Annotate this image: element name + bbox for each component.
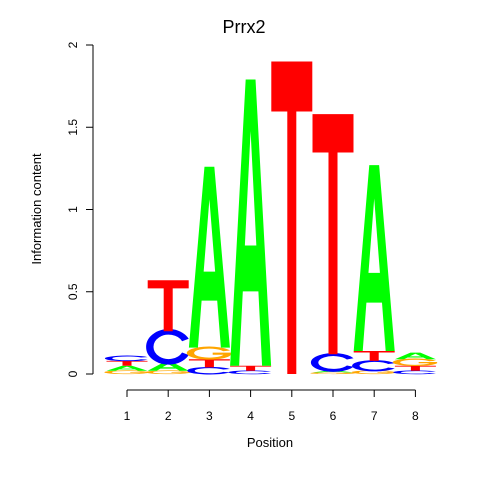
logo-letter-C <box>146 329 189 365</box>
x-tick-label: 7 <box>371 409 378 423</box>
logo-letter-A <box>188 166 230 348</box>
x-tick-label: 4 <box>247 409 254 423</box>
x-tick-label: 3 <box>206 409 213 423</box>
logo-letter-G <box>145 370 190 375</box>
logo-letter-T <box>271 61 313 374</box>
logo-position-7 <box>351 165 396 375</box>
letter-stacks <box>104 61 438 375</box>
logo-letter-T <box>312 114 354 355</box>
logo-letter-T <box>106 360 148 366</box>
y-axis: 0 0.5 1 1.5 2 <box>66 41 94 377</box>
logo-letter-G <box>104 370 149 375</box>
logo-letter-G <box>310 372 355 375</box>
logo-letter-C <box>187 366 230 375</box>
logo-letter-A <box>394 352 436 360</box>
logo-position-1 <box>104 355 149 375</box>
x-axis-label: Position <box>247 435 293 450</box>
chart-title: Prrx2 <box>222 17 265 37</box>
logo-letter-A <box>106 365 148 371</box>
x-tick-label: 1 <box>124 409 131 423</box>
logo-letter-A <box>312 370 354 373</box>
y-tick-label: 1.5 <box>66 119 80 136</box>
x-tick-label: 5 <box>288 409 295 423</box>
logo-letter-G <box>392 358 438 367</box>
logo-letter-T <box>147 280 189 332</box>
logo-letter-T <box>230 365 272 371</box>
logo-letter-C <box>311 353 354 372</box>
logo-letter-C <box>105 355 148 362</box>
y-tick-label: 1 <box>66 206 80 213</box>
y-tick-label: 0.5 <box>66 283 80 300</box>
logo-letter-C <box>393 370 436 375</box>
x-tick-label: 2 <box>165 409 172 423</box>
logo-letter-T <box>394 365 436 371</box>
logo-letter-G <box>186 346 232 360</box>
y-axis-label: Information content <box>29 153 44 265</box>
logo-letter-A <box>353 165 395 351</box>
logo-letter-T <box>353 350 395 361</box>
logo-letter-T <box>188 359 230 368</box>
x-tick-label: 8 <box>412 409 419 423</box>
logo-position-4 <box>228 79 272 375</box>
x-axis: 1 2 3 4 5 6 7 8 <box>124 389 419 423</box>
x-tick-label: 6 <box>330 409 337 423</box>
y-tick-label: 0 <box>66 370 80 377</box>
logo-position-3 <box>186 166 232 375</box>
logo-position-8 <box>392 352 438 375</box>
logo-letter-C <box>352 360 395 372</box>
logo-letter-A <box>230 79 272 366</box>
logo-position-5 <box>271 61 313 374</box>
y-tick-label: 2 <box>66 41 80 48</box>
logo-letter-A <box>147 362 189 371</box>
logo-letter-C <box>228 370 272 375</box>
logo-position-6 <box>310 114 355 375</box>
logo-position-2 <box>145 280 190 375</box>
